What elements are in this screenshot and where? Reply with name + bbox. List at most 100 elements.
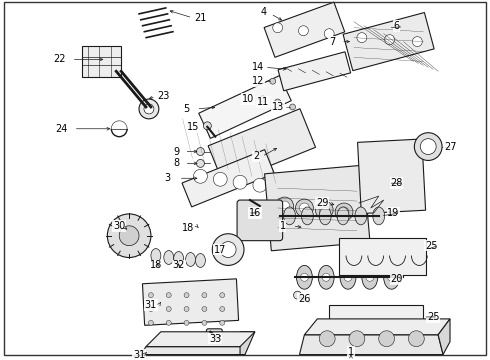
Circle shape — [275, 99, 281, 105]
Circle shape — [290, 104, 295, 110]
Polygon shape — [82, 46, 121, 77]
Text: 12: 12 — [252, 76, 264, 86]
Circle shape — [203, 122, 211, 130]
Circle shape — [335, 203, 353, 221]
Text: 31: 31 — [133, 350, 145, 360]
Text: 1: 1 — [280, 221, 286, 231]
Ellipse shape — [284, 207, 295, 225]
Ellipse shape — [196, 253, 205, 267]
Text: 3: 3 — [165, 173, 171, 183]
Text: 11: 11 — [257, 97, 269, 107]
Ellipse shape — [151, 249, 161, 262]
Text: 6: 6 — [393, 21, 399, 31]
Circle shape — [385, 35, 394, 45]
Text: 25: 25 — [425, 240, 438, 251]
Circle shape — [280, 201, 290, 211]
Ellipse shape — [340, 265, 356, 289]
Circle shape — [300, 273, 308, 281]
Circle shape — [196, 159, 204, 167]
Polygon shape — [264, 2, 345, 57]
Text: 5: 5 — [183, 104, 190, 114]
FancyBboxPatch shape — [329, 305, 423, 343]
Circle shape — [339, 207, 349, 217]
Ellipse shape — [362, 265, 378, 289]
Circle shape — [166, 293, 171, 298]
Polygon shape — [199, 76, 291, 138]
Circle shape — [295, 199, 313, 217]
Circle shape — [276, 197, 294, 215]
Circle shape — [194, 169, 207, 183]
Circle shape — [273, 23, 283, 33]
Circle shape — [260, 96, 266, 102]
Ellipse shape — [318, 265, 334, 289]
Circle shape — [319, 205, 329, 215]
Circle shape — [420, 139, 436, 154]
Circle shape — [202, 293, 207, 298]
Text: 7: 7 — [329, 37, 335, 46]
Text: 31: 31 — [145, 300, 157, 310]
Text: 27: 27 — [444, 141, 456, 152]
Circle shape — [294, 291, 301, 299]
Circle shape — [298, 26, 308, 36]
Circle shape — [139, 99, 159, 119]
Polygon shape — [146, 332, 255, 347]
Circle shape — [148, 293, 153, 298]
Text: 13: 13 — [271, 102, 284, 112]
Text: 14: 14 — [252, 62, 264, 72]
Text: 4: 4 — [261, 7, 267, 17]
Circle shape — [299, 203, 309, 213]
Circle shape — [366, 273, 374, 281]
Circle shape — [148, 306, 153, 311]
Text: 33: 33 — [209, 334, 221, 344]
Text: 16: 16 — [249, 208, 261, 218]
Circle shape — [107, 214, 151, 257]
FancyBboxPatch shape — [206, 329, 222, 343]
Text: 21: 21 — [194, 13, 207, 23]
Circle shape — [148, 320, 153, 325]
Circle shape — [184, 293, 189, 298]
Circle shape — [415, 133, 442, 161]
Circle shape — [253, 178, 267, 192]
Polygon shape — [358, 139, 426, 213]
Circle shape — [213, 172, 227, 186]
Circle shape — [220, 320, 225, 325]
Text: 19: 19 — [388, 208, 400, 218]
Circle shape — [413, 37, 422, 46]
Circle shape — [379, 331, 394, 347]
Circle shape — [184, 306, 189, 311]
Ellipse shape — [173, 252, 184, 265]
Ellipse shape — [301, 207, 313, 225]
Polygon shape — [304, 319, 450, 335]
Ellipse shape — [337, 207, 349, 225]
Polygon shape — [299, 335, 443, 355]
Text: 17: 17 — [214, 244, 226, 255]
FancyBboxPatch shape — [339, 238, 426, 275]
Ellipse shape — [186, 253, 196, 266]
Circle shape — [233, 175, 247, 189]
Text: 29: 29 — [316, 198, 328, 208]
Circle shape — [388, 273, 395, 281]
Circle shape — [344, 273, 352, 281]
Polygon shape — [141, 347, 245, 355]
Circle shape — [322, 273, 330, 281]
Circle shape — [202, 306, 207, 311]
Text: 32: 32 — [172, 260, 185, 270]
Polygon shape — [240, 332, 255, 355]
Text: 1: 1 — [348, 347, 354, 357]
Text: 25: 25 — [427, 312, 440, 322]
Circle shape — [220, 242, 236, 257]
Text: 24: 24 — [55, 124, 68, 134]
Ellipse shape — [373, 207, 385, 225]
Text: 20: 20 — [391, 274, 403, 284]
Text: 9: 9 — [173, 147, 180, 157]
Circle shape — [316, 201, 333, 219]
Text: 30: 30 — [113, 221, 125, 231]
Circle shape — [220, 293, 225, 298]
Ellipse shape — [164, 251, 173, 265]
Polygon shape — [278, 52, 351, 91]
FancyBboxPatch shape — [237, 200, 283, 241]
Text: 23: 23 — [158, 91, 170, 101]
Ellipse shape — [296, 265, 312, 289]
Circle shape — [119, 226, 139, 246]
Text: 2: 2 — [253, 152, 259, 162]
